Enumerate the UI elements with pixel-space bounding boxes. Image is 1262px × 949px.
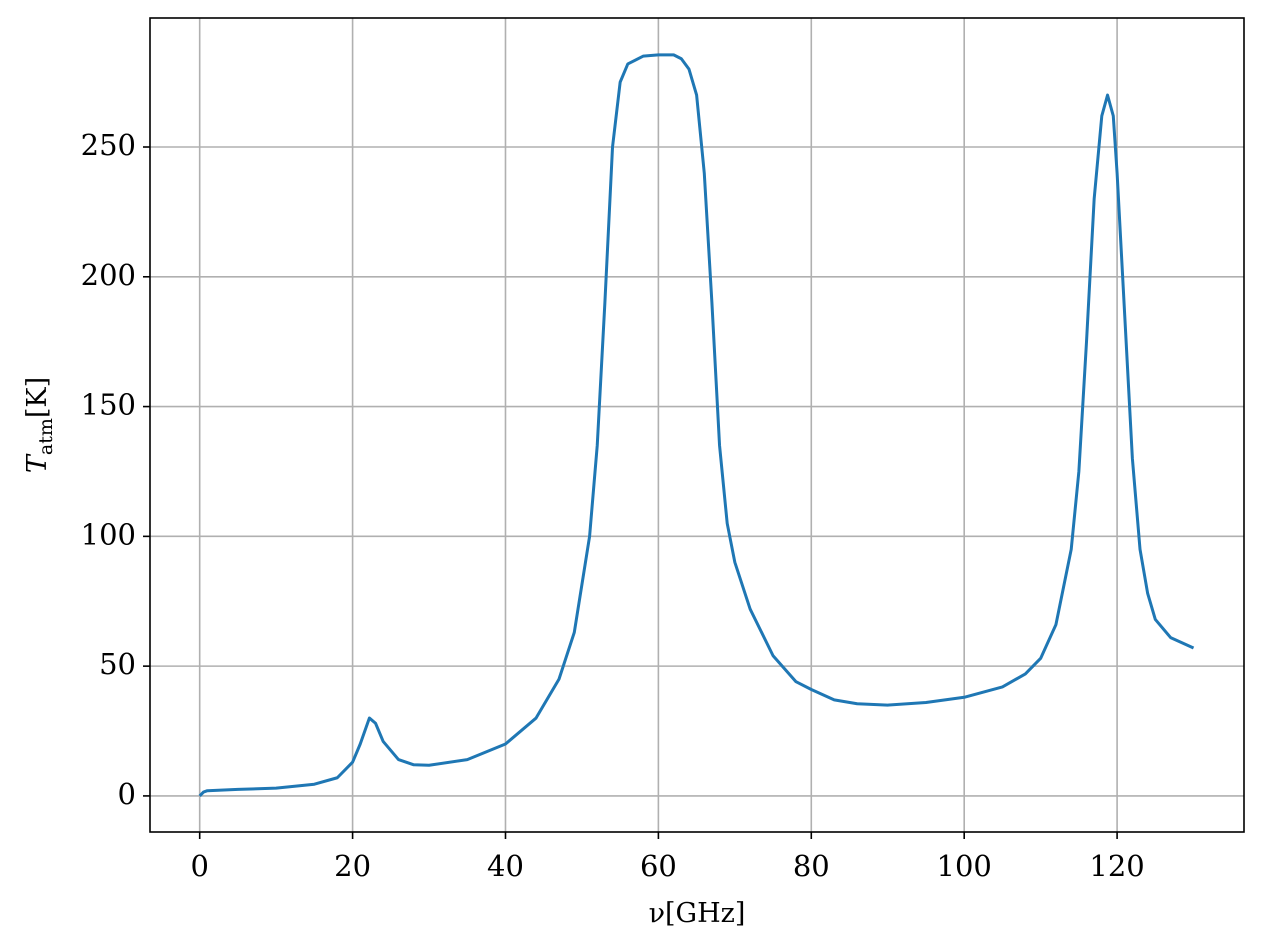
y-axis-label: Tatm[K]	[22, 377, 57, 473]
y-label-subscript: atm	[35, 418, 57, 455]
y-tick-label: 100	[81, 517, 136, 551]
x-tick-label: 100	[937, 849, 992, 883]
plot-frame	[149, 17, 1245, 833]
data-line	[198, 53, 1195, 797]
x-tick-label: 20	[334, 849, 371, 883]
y-tick-label: 200	[81, 258, 136, 292]
y-tick-label: 150	[81, 388, 136, 422]
y-tick-label: 250	[81, 128, 136, 162]
y-label-unit: [K]	[22, 377, 53, 418]
x-tick-label: 40	[487, 849, 524, 883]
x-axis-label: ν[GHz]	[649, 898, 746, 929]
x-tick-label: 60	[640, 849, 677, 883]
x-tick-label: 0	[190, 849, 208, 883]
y-tick-label: 0	[118, 777, 136, 811]
x-tick-label: 80	[793, 849, 830, 883]
y-tick-label: 50	[99, 647, 136, 681]
x-tick-label: 120	[1089, 849, 1144, 883]
y-label-symbol: T	[22, 453, 53, 473]
